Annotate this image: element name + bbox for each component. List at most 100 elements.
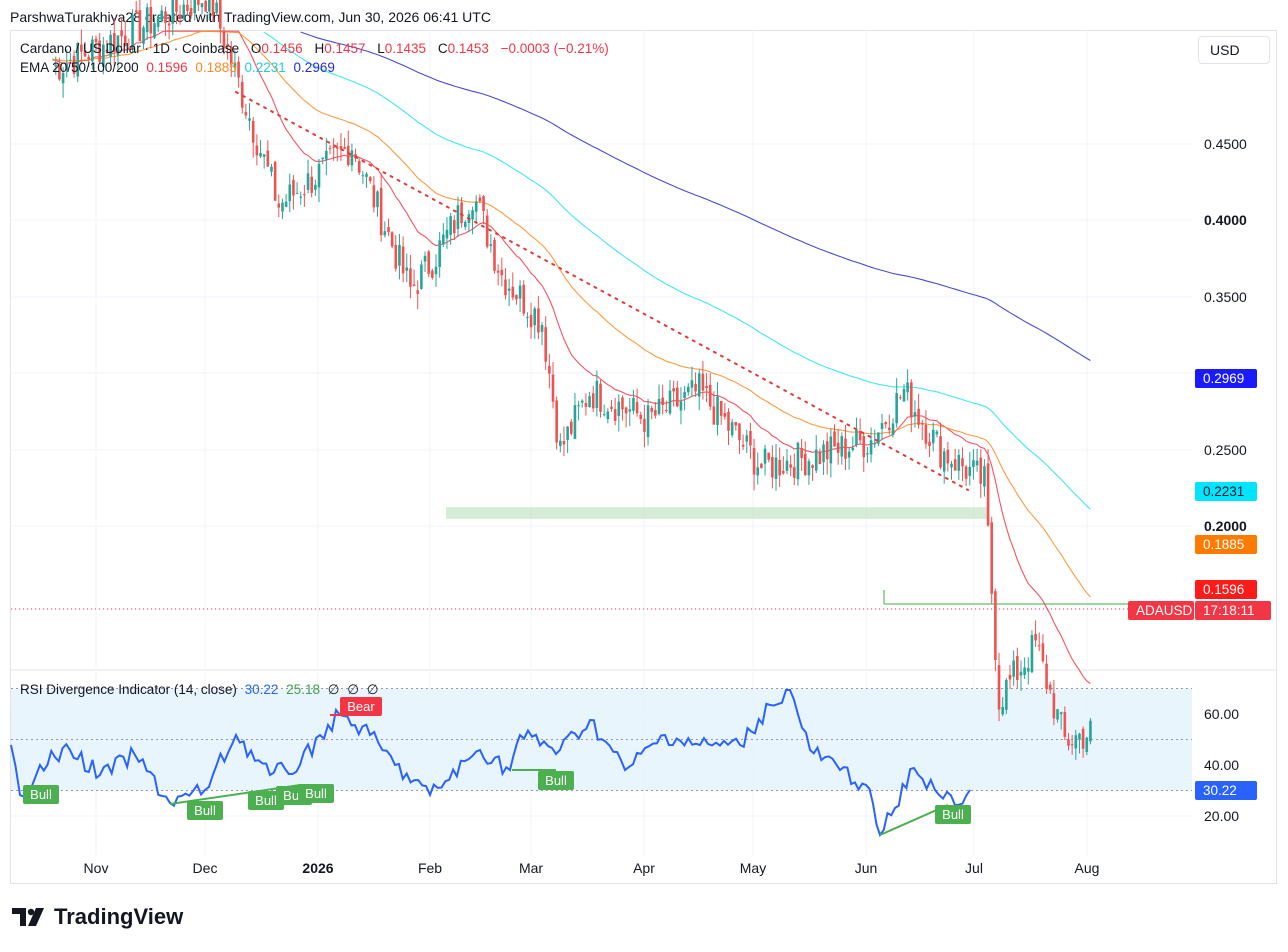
candle-body [1048, 684, 1052, 690]
candle-body [339, 145, 343, 150]
candle-body [602, 414, 606, 416]
rsi-tick-label: 60.00 [1204, 706, 1239, 722]
candle-body [489, 244, 493, 246]
bar-countdown-tag: 17:18:11 [1195, 601, 1271, 620]
time-tick-label: Apr [633, 860, 655, 876]
candle-body [58, 63, 61, 80]
candle-body [559, 440, 562, 446]
candle-body [694, 383, 697, 392]
candle-body [1041, 643, 1045, 662]
candle-body [580, 400, 584, 403]
candle-body [193, 0, 197, 14]
rsi-value-tag: 30.22 [1195, 781, 1257, 800]
divergence-label-bg [538, 771, 574, 790]
tradingview-brand[interactable]: TradingView [12, 904, 183, 930]
candle-body [537, 308, 540, 333]
candle-body [507, 288, 511, 291]
candle-body [668, 390, 672, 414]
candle-body [727, 411, 730, 431]
bull-label: Bull [194, 803, 216, 818]
trendline-dotted [235, 91, 969, 491]
candle-body [792, 467, 796, 478]
candle-body [990, 522, 994, 594]
candle-body [803, 453, 807, 476]
candle-body [953, 459, 957, 471]
candle-body [54, 64, 58, 67]
price-tick-label: 0.4000 [1204, 212, 1247, 228]
candle-body [401, 246, 405, 274]
candle-body [398, 244, 401, 266]
candle-body [906, 382, 909, 393]
price-tick-label: 0.3500 [1204, 289, 1247, 305]
candle-body [997, 665, 1001, 710]
candle-body [844, 438, 847, 459]
candle-body [208, 0, 211, 12]
symbol-name[interactable]: Cardano / US Dollar · 1D · Coinbase [20, 41, 240, 56]
candle-body [613, 409, 617, 421]
candle-body [961, 458, 964, 467]
candle-body [562, 441, 566, 445]
bull-label: Bull [30, 787, 52, 802]
candle-body [986, 463, 990, 526]
candle-body [1008, 674, 1012, 680]
candle-body [317, 163, 321, 188]
candle-body [895, 393, 898, 424]
candle-body [61, 72, 65, 84]
candle-body [679, 401, 683, 411]
support-zone-rect [446, 507, 988, 519]
candle-body [131, 14, 134, 48]
candle-body [438, 240, 441, 268]
candle-body [778, 459, 781, 476]
rsi-label[interactable]: RSI Divergence Indicator (14, close) [20, 682, 237, 697]
candle-body [975, 460, 979, 466]
candle-body [314, 184, 317, 190]
time-tick-label: 2026 [302, 860, 333, 876]
candle-body [968, 466, 972, 476]
candle-body [672, 388, 675, 392]
candle-body [310, 176, 314, 193]
candle-body [222, 31, 226, 49]
time-tick-label: May [740, 860, 766, 876]
candle-body [303, 193, 306, 195]
candle-body [836, 442, 840, 453]
candle-body [946, 449, 950, 464]
na-value-1: ∅ [327, 682, 340, 697]
currency-selector[interactable]: USD [1198, 36, 1270, 64]
candle-body [749, 431, 752, 446]
ema-label[interactable]: EMA 20/50/100/200 [20, 60, 139, 75]
time-tick-label: Feb [418, 860, 442, 876]
candle-body [229, 46, 233, 65]
brand-name: TradingView [54, 904, 184, 929]
candle-body [149, 7, 153, 34]
candle-body [281, 202, 284, 212]
candle-body [365, 173, 368, 177]
candle-body [171, 0, 175, 24]
candle-body [931, 429, 935, 444]
candle-body [160, 10, 164, 21]
ema-line [52, 30, 1091, 685]
time-tick-label: Jul [965, 860, 983, 876]
candle-body [635, 402, 639, 414]
candle-body [880, 423, 884, 430]
candle-body [939, 436, 942, 468]
rsi-legend: RSI Divergence Indicator (14, close) 30.… [20, 682, 383, 698]
candle-body [964, 466, 968, 479]
candle-body [763, 448, 767, 464]
candle-body [518, 285, 522, 299]
candle-body [785, 460, 789, 471]
candle-body [873, 443, 877, 445]
candle-body [650, 407, 654, 412]
candle-body [833, 431, 836, 447]
candle-body [299, 196, 303, 198]
candlesticks [54, 0, 1092, 760]
bear-label: Bear [347, 699, 375, 714]
na-value-3: ∅ [366, 682, 379, 697]
candle-body [1089, 720, 1092, 742]
ema-line [300, 31, 1091, 361]
candle-body [376, 191, 379, 208]
candle-body [123, 35, 127, 47]
time-tick-label: Dec [193, 860, 218, 876]
candle-body [405, 267, 409, 271]
